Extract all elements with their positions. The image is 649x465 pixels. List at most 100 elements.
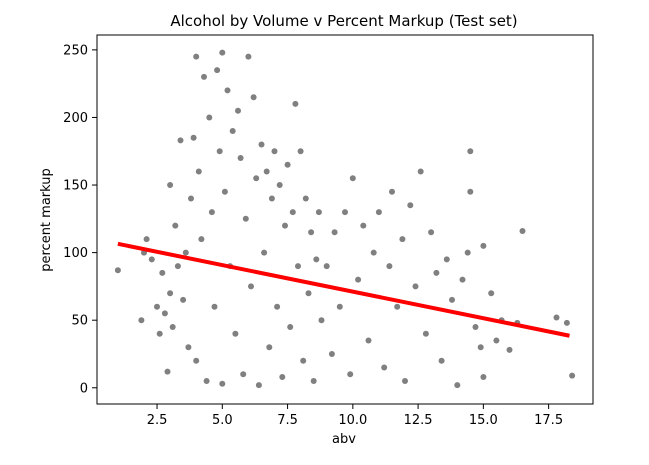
- data-point: [355, 276, 362, 283]
- data-point: [169, 324, 176, 330]
- data-point: [221, 188, 228, 195]
- data-point: [386, 263, 393, 270]
- data-point: [328, 351, 335, 357]
- data-point: [310, 378, 317, 384]
- data-point: [180, 296, 187, 303]
- data-point: [193, 53, 200, 60]
- data-point: [232, 330, 239, 337]
- data-point: [477, 344, 484, 351]
- data-point: [255, 382, 262, 389]
- x-tick-label: 7.5: [277, 413, 298, 428]
- data-point: [402, 378, 408, 384]
- data-point: [467, 148, 474, 155]
- data-point: [313, 256, 320, 263]
- data-point: [493, 337, 500, 344]
- data-point: [464, 249, 471, 256]
- data-point: [438, 357, 445, 364]
- data-point: [480, 374, 487, 380]
- data-point: [467, 188, 474, 195]
- data-point: [563, 319, 570, 326]
- data-point: [201, 73, 207, 80]
- data-point: [370, 249, 377, 256]
- data-point: [300, 357, 307, 364]
- data-point: [248, 283, 254, 290]
- data-point: [167, 182, 174, 188]
- data-point: [188, 195, 194, 202]
- data-point: [375, 209, 382, 216]
- data-point: [422, 330, 429, 337]
- data-point: [237, 155, 244, 161]
- data-point: [177, 137, 184, 144]
- data-point: [308, 229, 315, 236]
- data-point: [407, 202, 414, 209]
- y-tick-label: 250: [63, 43, 88, 58]
- data-point: [154, 303, 160, 310]
- data-point: [394, 303, 401, 310]
- data-point: [161, 310, 168, 317]
- plot-frame: [96, 34, 594, 405]
- y-tick-label: 100: [63, 246, 88, 261]
- y-axis-label: percent markup: [39, 168, 54, 272]
- data-point: [195, 168, 202, 175]
- data-point: [287, 324, 294, 330]
- data-point: [214, 67, 221, 74]
- data-point: [459, 276, 466, 283]
- data-point: [229, 128, 236, 134]
- data-point: [289, 209, 296, 216]
- data-point: [208, 209, 215, 216]
- data-point: [295, 263, 301, 270]
- data-point: [198, 236, 205, 243]
- data-point: [399, 236, 406, 243]
- data-point: [219, 49, 226, 56]
- data-point: [569, 372, 576, 379]
- data-point: [193, 357, 200, 364]
- data-point: [292, 100, 299, 107]
- data-point: [174, 263, 181, 270]
- data-point: [347, 371, 354, 378]
- data-point: [336, 303, 343, 310]
- data-point: [480, 242, 487, 249]
- data-point: [315, 209, 322, 216]
- data-point: [266, 344, 273, 351]
- x-axis-label: abv: [332, 432, 356, 447]
- data-point: [443, 256, 450, 263]
- data-point: [506, 346, 513, 353]
- data-point: [349, 175, 356, 182]
- data-point: [240, 371, 247, 378]
- data-point: [250, 94, 257, 101]
- data-point: [206, 114, 213, 121]
- data-point: [284, 161, 291, 168]
- x-tick-label: 12.5: [404, 413, 433, 428]
- data-point: [454, 382, 461, 389]
- data-point: [276, 182, 283, 188]
- data-point: [224, 87, 231, 94]
- data-point: [417, 168, 424, 175]
- data-point: [279, 374, 286, 380]
- data-point: [159, 269, 166, 276]
- regression-line: [117, 241, 570, 338]
- data-point: [274, 303, 281, 310]
- data-point: [519, 228, 526, 234]
- chart-title: Alcohol by Volume v Percent Markup (Test…: [170, 12, 517, 30]
- data-point: [389, 188, 395, 195]
- data-point: [488, 290, 495, 297]
- data-point: [323, 263, 330, 270]
- fit-line: [117, 241, 570, 338]
- data-point: [268, 195, 275, 202]
- data-point: [143, 236, 150, 243]
- x-tick-label: 2.5: [147, 413, 168, 428]
- data-point: [449, 296, 455, 303]
- data-point: [302, 195, 309, 202]
- data-point: [271, 148, 278, 155]
- data-point: [253, 175, 260, 182]
- data-point: [360, 222, 367, 229]
- x-tick-label: 5.0: [212, 413, 233, 428]
- data-point: [318, 317, 325, 324]
- data-point: [242, 215, 249, 222]
- x-tick-label: 15.0: [469, 413, 498, 428]
- x-tick-label: 17.5: [534, 413, 563, 428]
- data-point: [261, 249, 268, 256]
- data-point: [297, 148, 304, 155]
- data-point: [156, 330, 163, 337]
- data-point: [553, 314, 560, 321]
